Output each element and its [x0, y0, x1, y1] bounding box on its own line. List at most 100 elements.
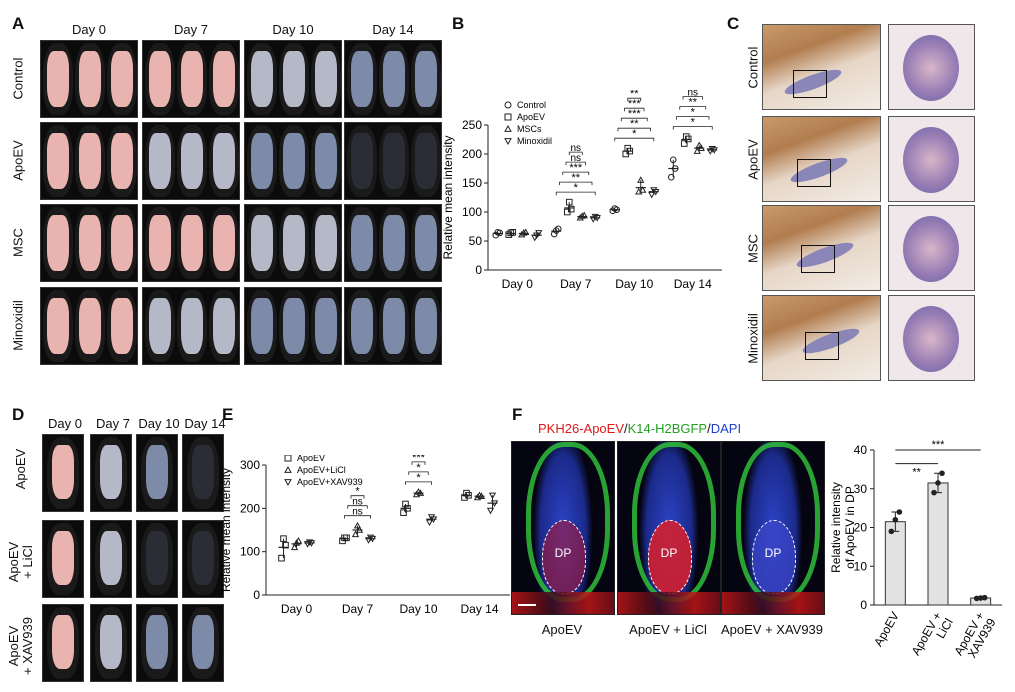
- significance-label: ns: [352, 497, 363, 508]
- legend-label: ApoEV+LiCl: [297, 465, 346, 475]
- title-segment: /: [707, 421, 711, 436]
- x-tick-label: Day 10: [399, 602, 437, 616]
- day-label: Day 14: [372, 22, 414, 37]
- data-point: [504, 124, 512, 132]
- data-point: [282, 541, 289, 549]
- title-segment: DAPI: [710, 421, 742, 436]
- data-point: [684, 135, 692, 143]
- shaved-patch: [351, 51, 373, 107]
- data-point: [504, 113, 512, 121]
- data-point: [507, 229, 515, 237]
- data-point: [280, 535, 287, 542]
- x-tick-label: Day 7: [560, 277, 592, 291]
- day-label: Day 0: [72, 22, 106, 37]
- y-tick-label: 0: [860, 598, 867, 612]
- shaved-patch: [47, 51, 69, 107]
- data-point: [429, 516, 438, 523]
- mouse-photo: [42, 520, 84, 598]
- data-point: [552, 227, 560, 234]
- mouse-photo: [244, 122, 342, 200]
- significance-label: *: [574, 182, 579, 194]
- data-point: [565, 198, 573, 206]
- shaved-patch: [79, 298, 101, 354]
- y-axis-label: Relative intensity: [829, 482, 843, 573]
- shaved-patch: [315, 215, 337, 271]
- mouse-photo: [182, 604, 224, 682]
- x-tick-label: Day 14: [674, 277, 712, 291]
- dermal-papilla: [903, 35, 959, 101]
- shaved-patch: [315, 51, 337, 107]
- shaved-patch: [149, 298, 171, 354]
- data-point: [648, 191, 656, 199]
- data-point: [305, 539, 314, 546]
- row-label: ApoEV + XAV939: [6, 617, 35, 675]
- significance-bracket: [555, 191, 596, 196]
- shaved-patch: [47, 298, 69, 354]
- data-point: [896, 509, 903, 515]
- shaved-patch: [52, 615, 74, 669]
- shaved-patch: [181, 298, 203, 354]
- shaved-patch: [251, 215, 273, 271]
- y-tick-label: 200: [240, 501, 260, 515]
- shaved-patch: [79, 51, 101, 107]
- row-label: Minoxidil: [10, 300, 26, 351]
- shaved-patch: [111, 51, 133, 107]
- significance-label: ***: [412, 455, 426, 464]
- mouse-photo: [42, 604, 84, 682]
- data-point: [463, 489, 470, 497]
- significance-label: *: [691, 117, 696, 129]
- data-point: [669, 156, 677, 164]
- data-point: [400, 509, 407, 516]
- significance-label: *: [416, 472, 421, 484]
- inset-box: [801, 245, 835, 273]
- day-label: Day 0: [48, 416, 82, 431]
- significance-bracket: [405, 481, 432, 485]
- significance-label: ***: [569, 162, 583, 174]
- significance-bracket: [682, 96, 703, 100]
- y-tick-label: 0: [475, 263, 482, 277]
- significance-bracket: [411, 461, 426, 465]
- panel-label-b: B: [452, 14, 465, 33]
- significance-bracket: [565, 161, 586, 166]
- shaved-patch: [213, 133, 235, 189]
- shaved-patch: [283, 298, 305, 354]
- significance-label: *: [691, 107, 696, 119]
- histology-zoom: [888, 116, 975, 202]
- mouse-photo: [182, 520, 224, 598]
- data-point: [613, 206, 621, 213]
- x-tick-label: Day 0: [281, 602, 313, 616]
- data-point: [290, 543, 299, 551]
- x-tick-label: ApoEV +LiCl: [909, 610, 956, 665]
- dermal-papilla-outline: [542, 520, 586, 594]
- data-point: [425, 519, 434, 527]
- shaved-patch: [79, 133, 101, 189]
- shaved-patch: [149, 51, 171, 107]
- red-stroma: [618, 592, 720, 614]
- histology-zoom: [888, 24, 975, 110]
- shaved-patch: [283, 215, 305, 271]
- data-point: [284, 479, 292, 487]
- y-tick-label: 30: [854, 482, 868, 496]
- image-caption: ApoEV + LiCl: [629, 622, 707, 637]
- data-point: [652, 188, 660, 196]
- significance-label: ***: [628, 98, 642, 110]
- mouse-photo: [40, 287, 138, 365]
- histology-section: [762, 116, 881, 202]
- significance-label: ns: [570, 143, 581, 154]
- data-point: [535, 230, 543, 237]
- shaved-patch: [192, 445, 214, 499]
- shaved-patch: [351, 133, 373, 189]
- panel-label-e: E: [222, 405, 234, 424]
- significance-bracket: [672, 126, 713, 130]
- fluorescence-image: DP: [511, 441, 615, 615]
- shaved-patch: [111, 215, 133, 271]
- shaved-patch: [251, 51, 273, 107]
- legend-label: ApoEV: [517, 112, 545, 122]
- significance-bracket: [627, 97, 642, 102]
- data-point: [695, 141, 703, 149]
- image-caption: ApoEV: [541, 622, 583, 637]
- mouse-photo: [90, 604, 132, 682]
- mouse-photo: [344, 40, 442, 118]
- scale-bar: [518, 604, 536, 606]
- shaved-patch: [383, 51, 405, 107]
